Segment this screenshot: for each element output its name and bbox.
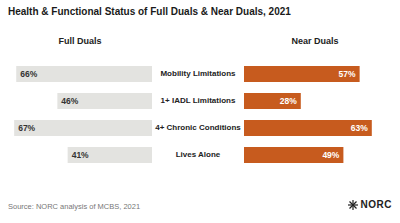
html-text:Mobility Limitations: Mobility Limitations xyxy=(160,69,236,78)
svg-text:41%: 41% xyxy=(72,150,89,160)
html-text:4+ Chronic Conditions: 4+ Chronic Conditions xyxy=(155,123,241,132)
html-text:Lives Alone: Lives Alone xyxy=(175,150,221,159)
html-text:Health & Functional Status of: Health & Functional Status of Full Duals… xyxy=(8,6,291,17)
svg-text:46%: 46% xyxy=(61,96,78,106)
svg-text:49%: 49% xyxy=(322,150,339,160)
html-text:1+ IADL Limitations: 1+ IADL Limitations xyxy=(160,96,236,105)
svg-text:67%: 67% xyxy=(18,123,35,133)
svg-text:66%: 66% xyxy=(20,69,37,79)
html-text:NORC: NORC xyxy=(360,199,392,210)
svg-text:63%: 63% xyxy=(351,123,368,133)
html-text:Full Duals: Full Duals xyxy=(58,36,102,46)
html-text:Near Duals: Near Duals xyxy=(291,36,339,46)
svg-text:57%: 57% xyxy=(339,69,356,79)
svg-text:28%: 28% xyxy=(280,96,297,106)
html-text:Source: NORC analysis of MCBS,: Source: NORC analysis of MCBS, 2021 xyxy=(8,202,141,211)
